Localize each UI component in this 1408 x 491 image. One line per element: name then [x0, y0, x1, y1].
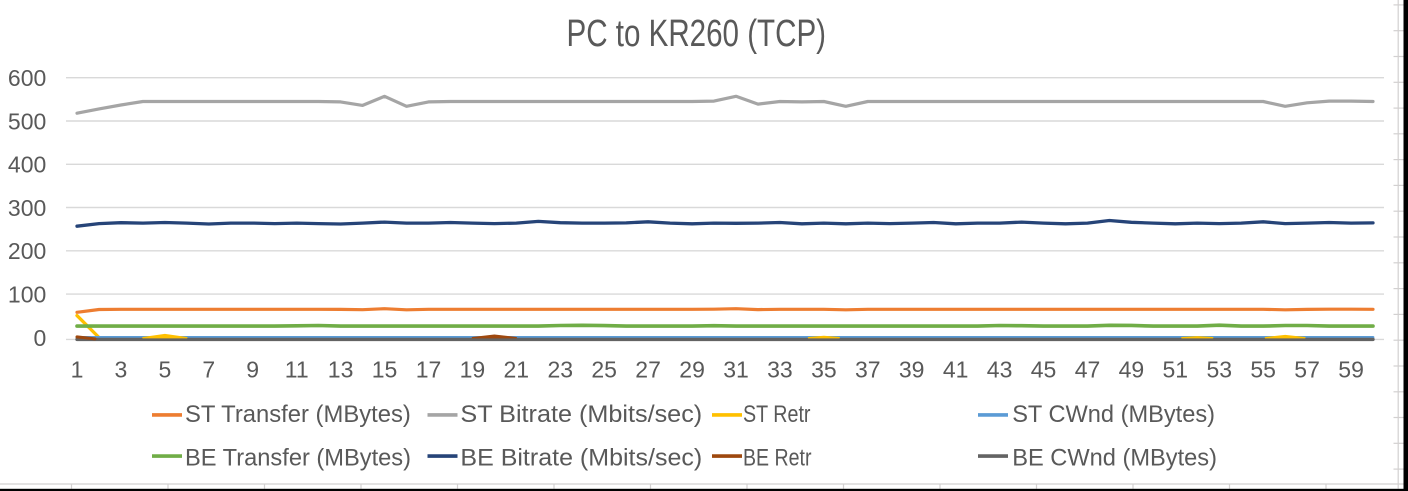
svg-text:31: 31 — [723, 356, 749, 382]
svg-text:600: 600 — [8, 65, 46, 91]
svg-text:19: 19 — [460, 356, 486, 382]
svg-text:BE CWnd (MBytes): BE CWnd (MBytes) — [1012, 445, 1217, 472]
svg-text:47: 47 — [1075, 356, 1101, 382]
svg-text:0: 0 — [34, 325, 47, 351]
svg-text:ST CWnd (MBytes): ST CWnd (MBytes) — [1012, 401, 1215, 428]
svg-text:400: 400 — [8, 152, 46, 178]
svg-text:39: 39 — [899, 356, 925, 382]
svg-text:27: 27 — [635, 356, 661, 382]
svg-text:500: 500 — [8, 108, 46, 134]
svg-text:43: 43 — [987, 356, 1013, 382]
svg-text:ST Transfer (MBytes): ST Transfer (MBytes) — [185, 401, 411, 428]
svg-text:25: 25 — [591, 356, 617, 382]
svg-text:55: 55 — [1250, 356, 1276, 382]
svg-text:21: 21 — [504, 356, 530, 382]
svg-text:35: 35 — [811, 356, 837, 382]
svg-text:45: 45 — [1031, 356, 1057, 382]
svg-text:17: 17 — [416, 356, 442, 382]
svg-text:59: 59 — [1338, 356, 1364, 382]
svg-text:300: 300 — [8, 195, 46, 221]
svg-text:11: 11 — [285, 356, 309, 382]
svg-text:37: 37 — [855, 356, 881, 382]
svg-text:13: 13 — [328, 356, 354, 382]
svg-text:100: 100 — [8, 282, 46, 308]
svg-text:PC to KR260 (TCP): PC to KR260 (TCP) — [567, 13, 827, 55]
svg-text:BE Bitrate (Mbits/sec): BE Bitrate (Mbits/sec) — [460, 445, 702, 472]
svg-text:57: 57 — [1294, 356, 1320, 382]
svg-text:5: 5 — [159, 356, 172, 382]
svg-text:7: 7 — [202, 356, 215, 382]
svg-text:49: 49 — [1119, 356, 1145, 382]
svg-text:ST Bitrate (Mbits/sec): ST Bitrate (Mbits/sec) — [460, 401, 702, 428]
svg-text:9: 9 — [246, 356, 259, 382]
svg-text:33: 33 — [767, 356, 793, 382]
svg-text:23: 23 — [548, 356, 574, 382]
svg-text:15: 15 — [372, 356, 398, 382]
svg-text:200: 200 — [8, 238, 46, 264]
svg-text:1: 1 — [71, 356, 84, 382]
svg-text:ST Retr: ST Retr — [743, 401, 811, 428]
svg-text:29: 29 — [679, 356, 705, 382]
svg-text:BE Transfer (MBytes): BE Transfer (MBytes) — [185, 445, 411, 472]
svg-text:3: 3 — [115, 356, 128, 382]
svg-text:BE Retr: BE Retr — [743, 445, 812, 472]
svg-text:41: 41 — [943, 356, 969, 382]
svg-text:53: 53 — [1207, 356, 1233, 382]
svg-text:51: 51 — [1163, 356, 1189, 382]
